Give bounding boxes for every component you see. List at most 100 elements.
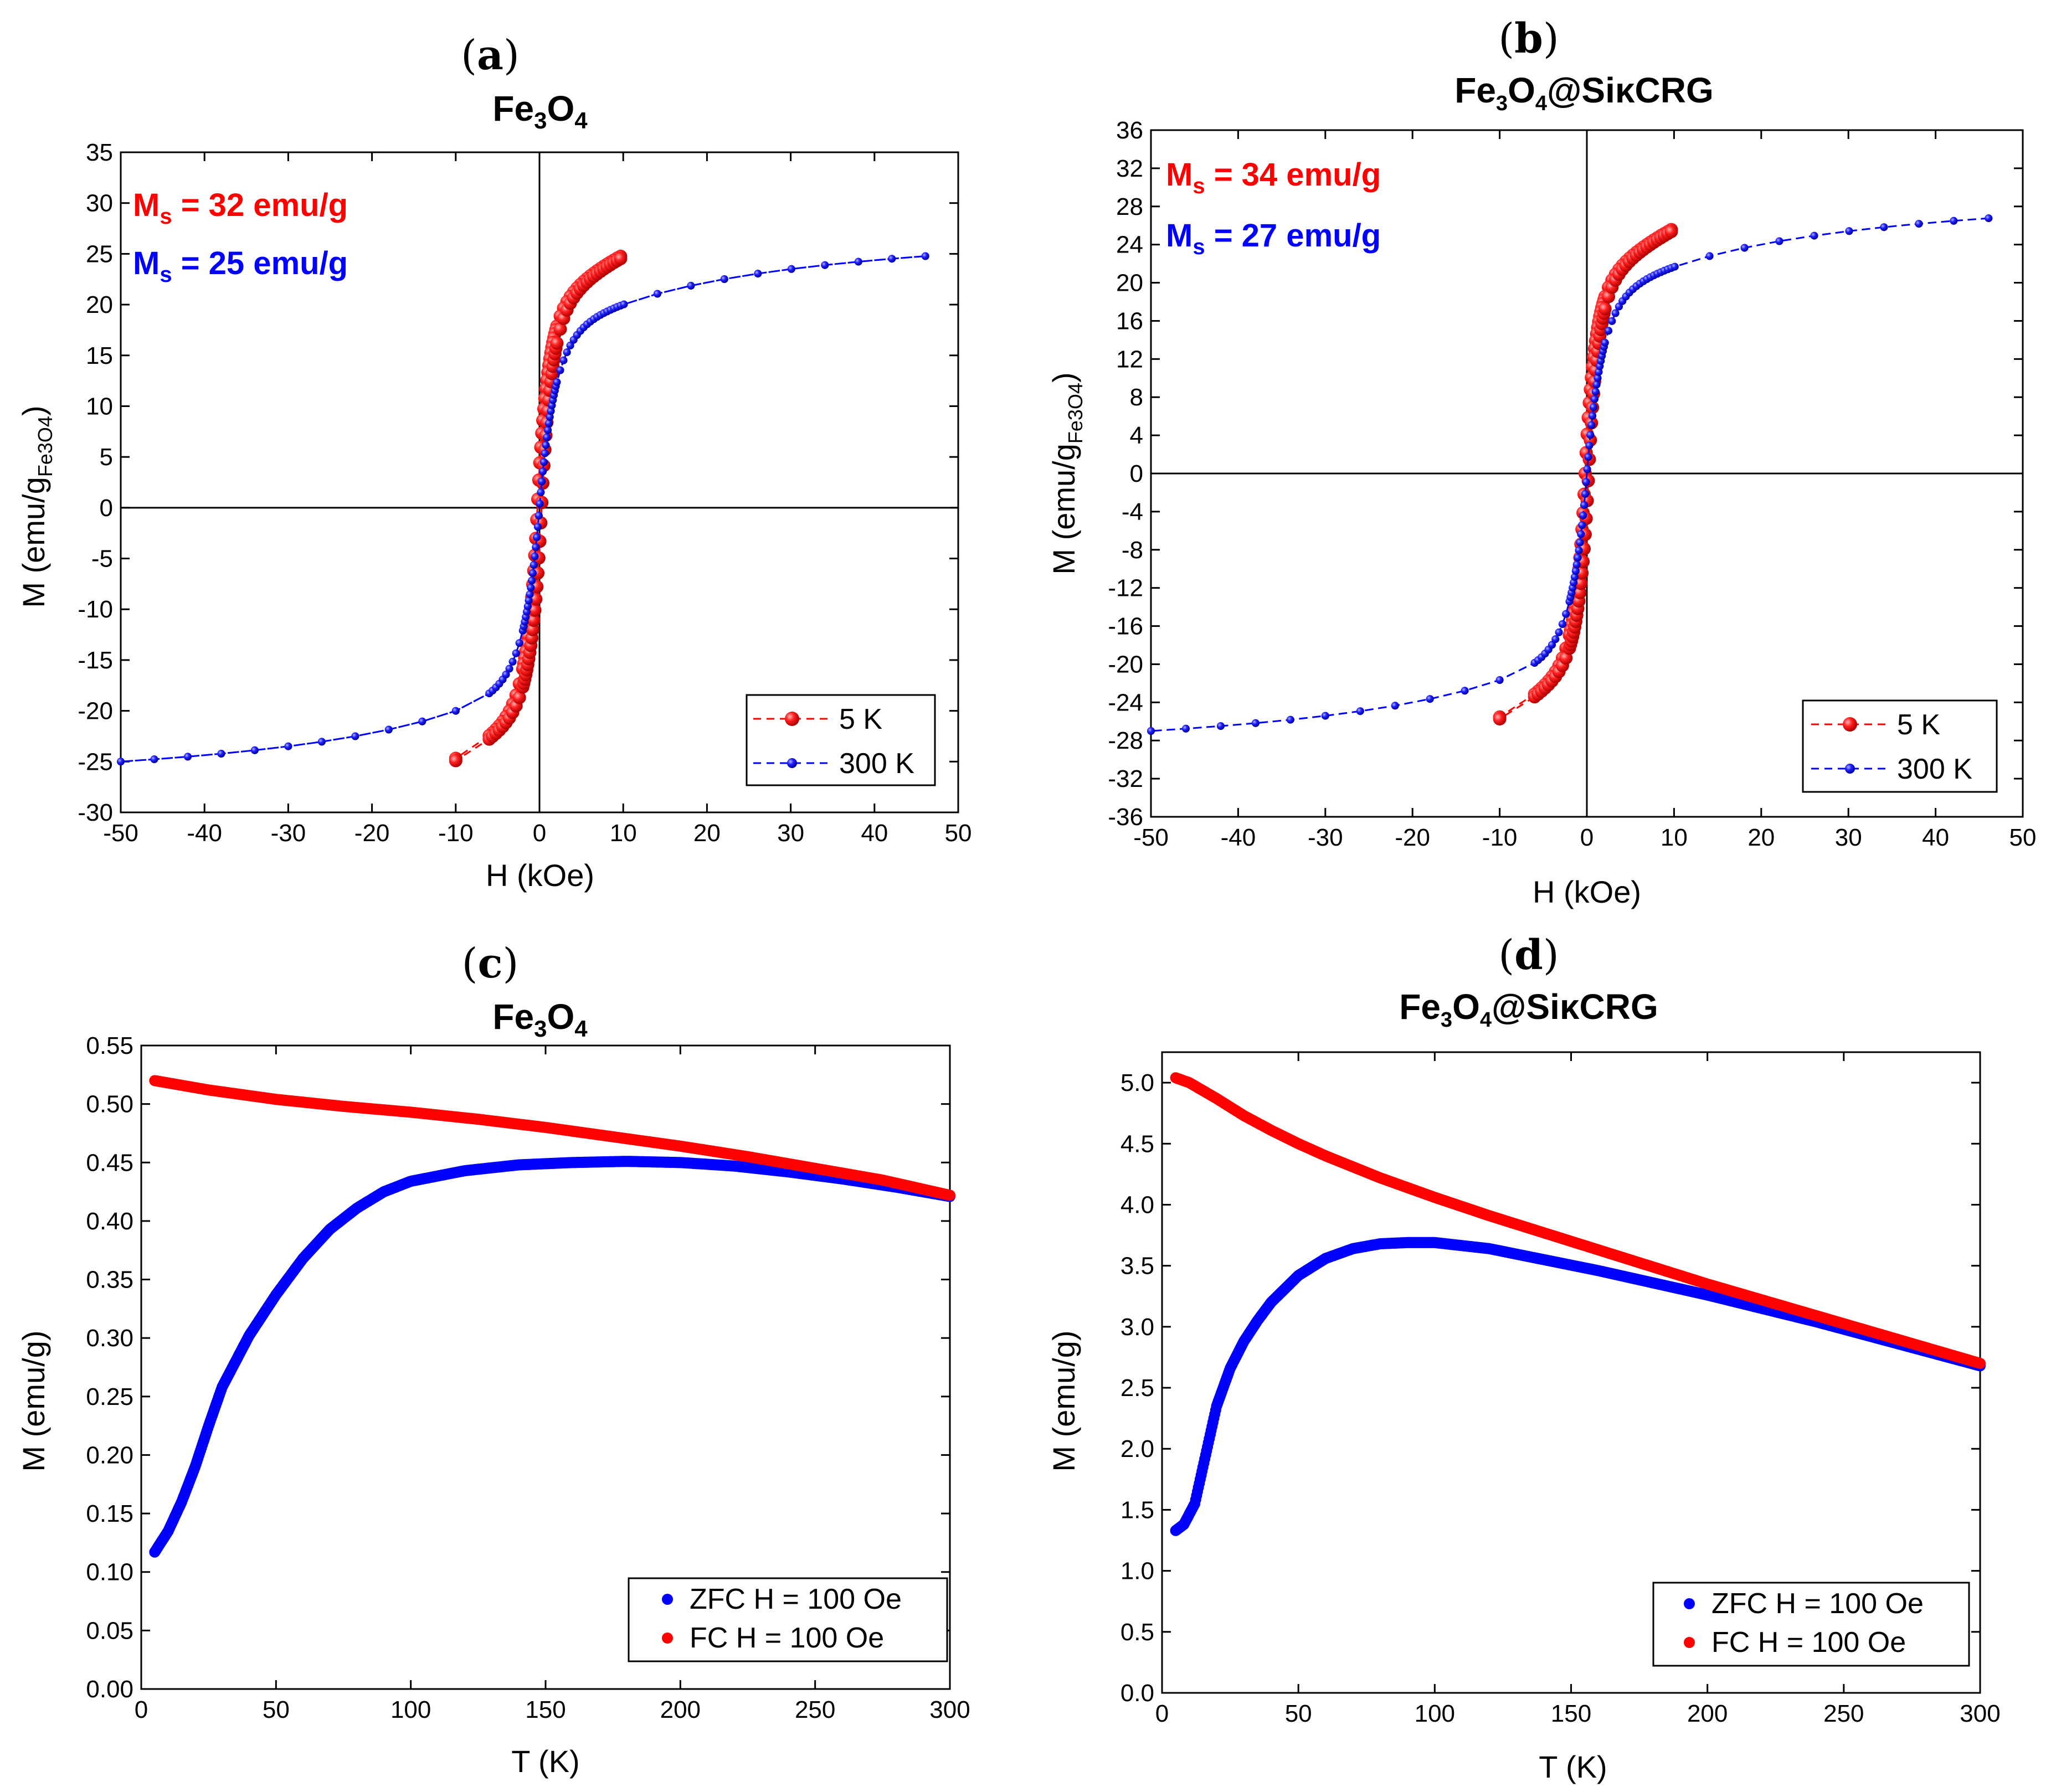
- data-point: [250, 746, 259, 754]
- y-tick-label: -15: [78, 647, 113, 674]
- data-point: [1590, 403, 1597, 411]
- data-point: [1558, 620, 1566, 628]
- x-tick-label: 40: [1922, 824, 1949, 851]
- y-tick-label: 4.5: [1120, 1130, 1154, 1157]
- y-tick-label: 0.15: [86, 1500, 133, 1527]
- data-point: [1575, 546, 1583, 554]
- data-point: [1591, 388, 1600, 396]
- x-axis-label: T (K): [511, 1744, 579, 1779]
- data-point: [787, 265, 795, 273]
- data-point: [1583, 465, 1591, 473]
- data-point: [559, 356, 568, 364]
- panel-b: (b) Fe3O4@SiκCRG -50 -40 -30 -20 -10 0 10 20 30 4…: [1046, 15, 2036, 909]
- x-axis-label: H (kOe): [1533, 874, 1641, 909]
- legend-box: [1802, 699, 1998, 793]
- y-tick-label: 0.5: [1120, 1619, 1154, 1646]
- y-tick-label: -28: [1108, 727, 1143, 754]
- y-tick-label: 36: [1116, 117, 1143, 144]
- data-point: [1493, 712, 1507, 726]
- data-point: [1585, 441, 1594, 450]
- legend-marker-zfc: [662, 1594, 673, 1605]
- data-point: [544, 426, 552, 434]
- legend-marker-zfc: [1684, 1598, 1695, 1609]
- data-point: [1915, 220, 1923, 228]
- legend-marker-fc: [662, 1633, 673, 1644]
- data-point: [1548, 641, 1556, 649]
- data-point: [1555, 628, 1563, 636]
- y-tick-label: 0.55: [86, 1032, 133, 1059]
- data-point: [184, 753, 192, 761]
- panel-letter-c: (c): [462, 940, 519, 987]
- data-point: [1571, 567, 1580, 575]
- data-point: [534, 512, 543, 520]
- data-point: [1580, 501, 1588, 509]
- x-tick-label: 300: [1960, 1700, 2000, 1727]
- data-point: [1251, 719, 1260, 727]
- data-point: [1598, 302, 1612, 316]
- data-point: [1574, 576, 1588, 590]
- data-point: [720, 275, 728, 283]
- y-tick-label: -5: [91, 545, 113, 573]
- x-tick-label: 0: [135, 1696, 148, 1723]
- data-point: [1589, 411, 1597, 420]
- data-point: [526, 590, 534, 599]
- y-tick-label: 3.0: [1120, 1314, 1154, 1341]
- data-point: [1551, 635, 1560, 643]
- data-point: [553, 378, 561, 387]
- data-point: [1590, 395, 1598, 403]
- data-point: [1426, 695, 1434, 703]
- x-tick-label: 20: [693, 820, 721, 847]
- y-tick-label: 28: [1116, 193, 1143, 220]
- chart-title: Fe3O4@SiκCRG: [1399, 987, 1658, 1032]
- data-point: [556, 366, 564, 374]
- legend-marker-300k: [787, 758, 797, 768]
- x-tick-label: 100: [390, 1696, 431, 1723]
- data-point: [1576, 538, 1584, 547]
- x-tick-label: 50: [945, 820, 972, 847]
- y-tick-label: 32: [1116, 155, 1143, 182]
- y-tick-label: 1.5: [1120, 1496, 1154, 1523]
- y-axis-label: M (emu/gFe3O4): [16, 405, 56, 607]
- y-tick-label: 0.00: [86, 1676, 133, 1703]
- y-tick-label: 0.45: [86, 1149, 133, 1176]
- x-tick-label: -50: [1133, 824, 1169, 851]
- data-point: [527, 614, 541, 627]
- data-point: [1286, 715, 1294, 724]
- data-point: [563, 348, 571, 357]
- data-point: [538, 477, 546, 486]
- data-point: [150, 755, 158, 764]
- data-point: [117, 758, 125, 766]
- data-point: [1775, 237, 1783, 245]
- legend-marker-5k: [1843, 717, 1857, 732]
- legend-label-zfc: ZFC H = 100 Oe: [690, 1583, 902, 1615]
- x-tick-label: 20: [1747, 824, 1775, 851]
- data-point: [531, 552, 539, 560]
- legend-label-5k: 5 K: [839, 703, 882, 735]
- data-point: [543, 433, 551, 441]
- x-tick-label: 200: [1687, 1700, 1728, 1727]
- data-point: [530, 561, 538, 569]
- data-point: [1586, 431, 1595, 439]
- x-axis-label: T (K): [1539, 1749, 1607, 1784]
- ms-annotation-5k: Ms = 32 emu/g: [133, 187, 348, 229]
- data-point: [944, 1189, 955, 1201]
- y-axis-label: M (emu/g): [1046, 1330, 1081, 1471]
- y-tick-label: 0: [100, 495, 113, 522]
- ms-annotation-300k: Ms = 27 emu/g: [1166, 218, 1381, 259]
- x-axis-label: H (kOe): [486, 858, 594, 893]
- y-tick-label: 20: [1116, 270, 1143, 297]
- data-point: [284, 742, 292, 750]
- data-point: [542, 441, 550, 449]
- legend-label-zfc: ZFC H = 100 Oe: [1711, 1588, 1924, 1620]
- y-tick-label: 4: [1130, 422, 1143, 449]
- data-point: [854, 258, 862, 266]
- data-point: [1845, 227, 1853, 235]
- x-tick-label: -40: [1221, 824, 1256, 851]
- data-point: [451, 707, 460, 715]
- x-tick-label: 150: [525, 1696, 566, 1723]
- y-tick-label: -32: [1108, 765, 1143, 792]
- y-tick-label: 16: [1116, 307, 1143, 334]
- data-point: [566, 341, 574, 349]
